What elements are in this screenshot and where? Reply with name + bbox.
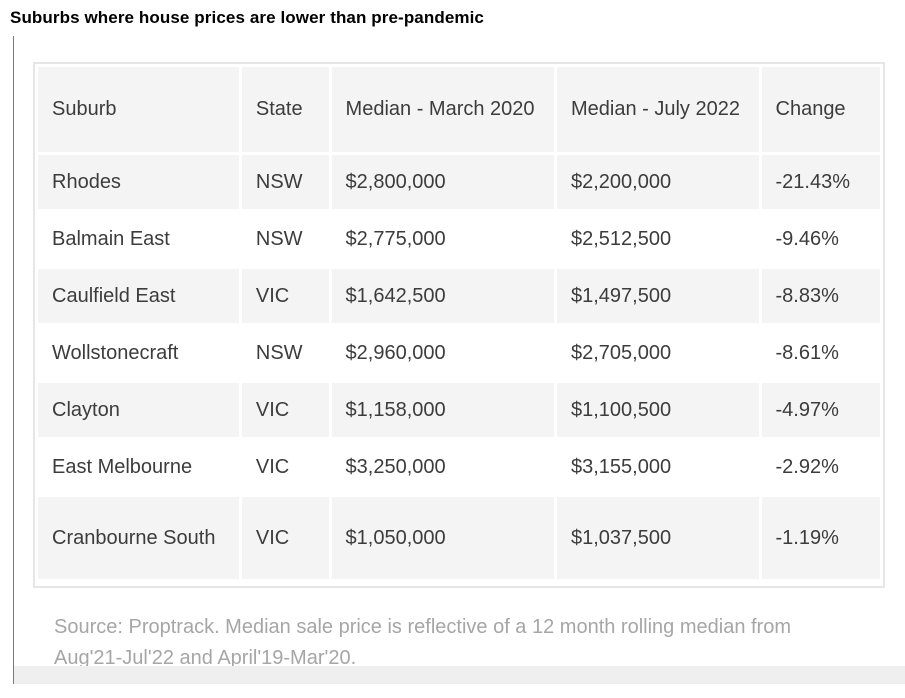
cell-median-2020: $2,775,000 [331, 212, 554, 266]
cell-median-2022: $1,100,500 [556, 383, 759, 437]
cell-change: -9.46% [761, 212, 880, 266]
cell-median-2022: $2,705,000 [556, 326, 759, 380]
cell-change: -2.92% [761, 440, 880, 494]
header-suburb: Suburb [38, 67, 239, 152]
cell-state: VIC [241, 269, 329, 323]
price-table-container: Suburb State Median - March 2020 Median … [33, 62, 885, 588]
cell-state: NSW [241, 155, 329, 209]
header-median-2022: Median - July 2022 [556, 67, 759, 152]
cell-median-2022: $2,200,000 [556, 155, 759, 209]
bottom-strip [14, 666, 905, 684]
cell-median-2022: $2,512,500 [556, 212, 759, 266]
cell-state: VIC [241, 383, 329, 437]
header-state: State [241, 67, 329, 152]
cell-suburb: Balmain East [38, 212, 239, 266]
cell-suburb: East Melbourne [38, 440, 239, 494]
table-header-row: Suburb State Median - March 2020 Median … [38, 67, 880, 152]
cell-state: NSW [241, 212, 329, 266]
cell-suburb: Rhodes [38, 155, 239, 209]
header-median-2020: Median - March 2020 [331, 67, 554, 152]
cell-change: -21.43% [761, 155, 880, 209]
cell-median-2020: $1,050,000 [331, 497, 554, 579]
table-row: Balmain East NSW $2,775,000 $2,512,500 -… [38, 212, 880, 266]
table-row: Cranbourne South VIC $1,050,000 $1,037,5… [38, 497, 880, 579]
cell-state: VIC [241, 440, 329, 494]
cell-median-2022: $3,155,000 [556, 440, 759, 494]
cell-median-2020: $1,642,500 [331, 269, 554, 323]
header-change: Change [761, 67, 880, 152]
table-row: East Melbourne VIC $3,250,000 $3,155,000… [38, 440, 880, 494]
table-row: Caulfield East VIC $1,642,500 $1,497,500… [38, 269, 880, 323]
cell-median-2020: $3,250,000 [331, 440, 554, 494]
cell-suburb: Caulfield East [38, 269, 239, 323]
cell-suburb: Wollstonecraft [38, 326, 239, 380]
cell-change: -1.19% [761, 497, 880, 579]
cell-change: -8.83% [761, 269, 880, 323]
cell-state: NSW [241, 326, 329, 380]
page-title: Suburbs where house prices are lower tha… [10, 8, 484, 27]
cell-change: -8.61% [761, 326, 880, 380]
table-row: Wollstonecraft NSW $2,960,000 $2,705,000… [38, 326, 880, 380]
source-note: Source: Proptrack. Median sale price is … [54, 616, 792, 669]
table-row: Clayton VIC $1,158,000 $1,100,500 -4.97% [38, 383, 880, 437]
cell-state: VIC [241, 497, 329, 579]
table-row: Rhodes NSW $2,800,000 $2,200,000 -21.43% [38, 155, 880, 209]
cell-suburb: Cranbourne South [38, 497, 239, 579]
cell-median-2020: $2,960,000 [331, 326, 554, 380]
left-divider [13, 36, 14, 684]
cell-suburb: Clayton [38, 383, 239, 437]
cell-median-2020: $1,158,000 [331, 383, 554, 437]
cell-change: -4.97% [761, 383, 880, 437]
price-table: Suburb State Median - March 2020 Median … [35, 64, 883, 582]
cell-median-2020: $2,800,000 [331, 155, 554, 209]
cell-median-2022: $1,497,500 [556, 269, 759, 323]
cell-median-2022: $1,037,500 [556, 497, 759, 579]
